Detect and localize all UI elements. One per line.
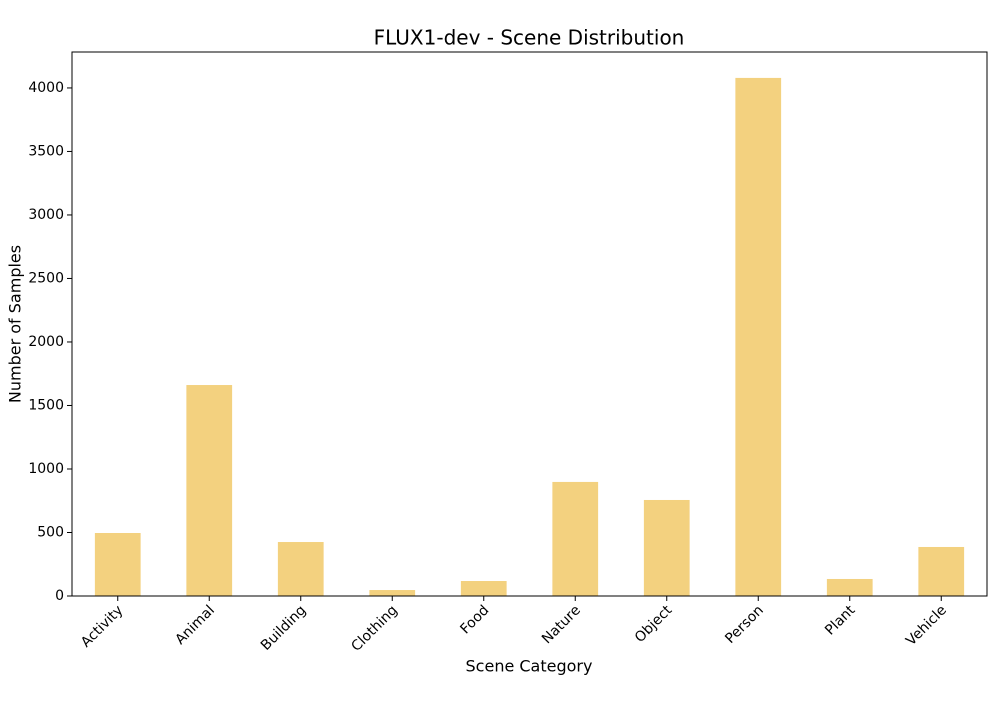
y-tick-label: 4000 xyxy=(28,80,64,96)
x-tick-label: Animal xyxy=(172,602,218,648)
x-axis-label: Scene Category xyxy=(466,657,593,676)
y-tick-label: 2000 xyxy=(28,334,64,350)
y-tick-label: 2500 xyxy=(28,270,64,286)
y-tick-label: 0 xyxy=(55,588,64,604)
bar xyxy=(552,481,599,596)
bar xyxy=(735,77,782,596)
x-tick-label: Building xyxy=(258,602,309,653)
bar xyxy=(277,542,324,596)
x-tick-label: Plant xyxy=(822,602,859,639)
x-tick-label: Object xyxy=(632,602,676,646)
x-tick-label: Person xyxy=(722,602,767,647)
bar xyxy=(643,499,690,596)
x-tick-label: Vehicle xyxy=(903,602,950,649)
y-tick-label: 1500 xyxy=(28,397,64,413)
x-tick-label: Clothing xyxy=(348,602,401,655)
y-tick-label: 3500 xyxy=(28,143,64,159)
bar xyxy=(94,533,141,596)
x-tick-label: Activity xyxy=(78,602,126,650)
x-tick-label: Food xyxy=(457,602,492,637)
bar xyxy=(918,546,965,596)
y-tick-label: 1000 xyxy=(28,461,64,477)
chart-title: FLUX1-dev - Scene Distribution xyxy=(374,26,685,50)
bar xyxy=(369,590,416,596)
bar xyxy=(826,578,873,596)
y-tick-label: 500 xyxy=(37,524,64,540)
plot-frame xyxy=(71,51,988,597)
y-axis-label: Number of Samples xyxy=(6,245,25,403)
bar xyxy=(460,581,507,596)
x-tick-label: Nature xyxy=(539,602,584,647)
bar xyxy=(186,385,233,596)
y-tick-label: 3000 xyxy=(28,207,64,223)
